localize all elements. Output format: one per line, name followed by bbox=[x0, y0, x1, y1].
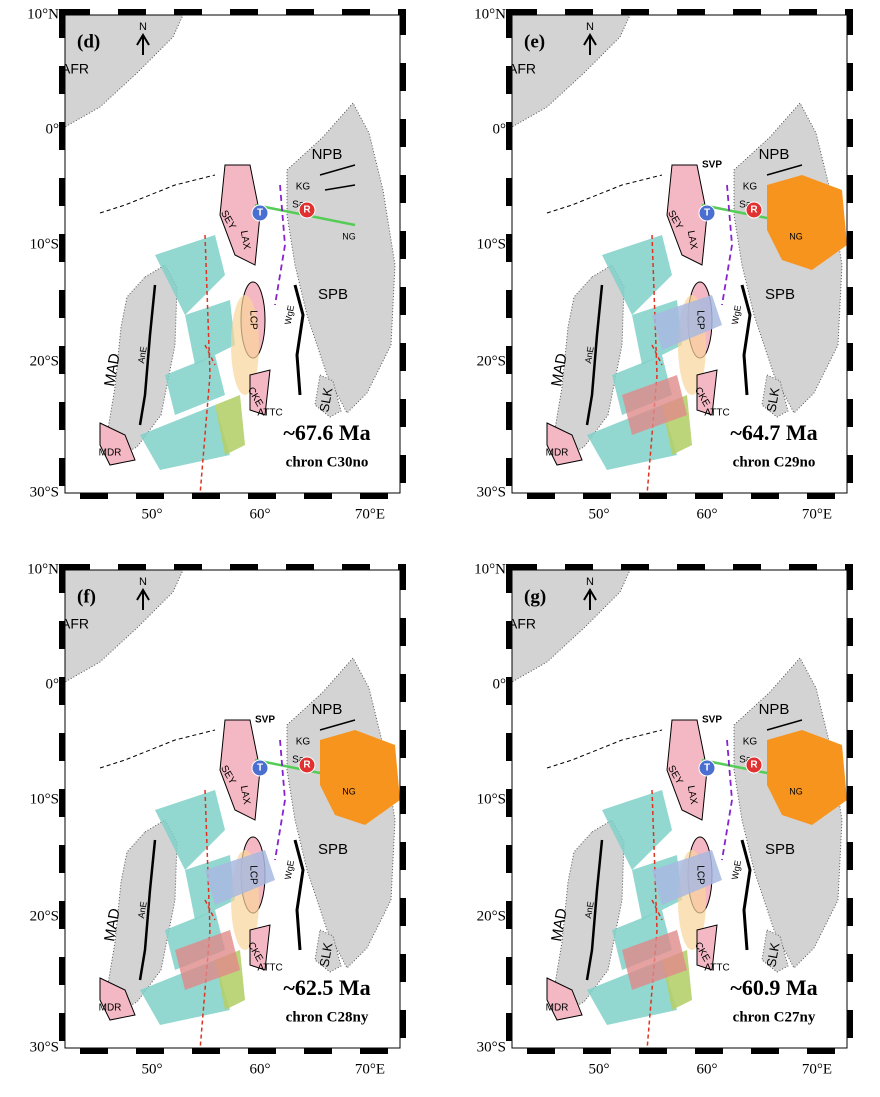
place-label: AFR bbox=[61, 616, 89, 632]
latitude-label: 20°S bbox=[30, 908, 59, 924]
panel-label: (e) bbox=[524, 31, 545, 52]
place-label: MDR bbox=[546, 448, 569, 459]
latitude-label: 20°S bbox=[30, 353, 59, 369]
place-label: MDR bbox=[546, 1003, 569, 1014]
place-label: T bbox=[704, 763, 710, 774]
place-label: AFR bbox=[61, 61, 89, 77]
place-label: T bbox=[257, 208, 263, 219]
place-label: KG bbox=[743, 182, 758, 193]
longitude-label: 70°E bbox=[802, 1061, 832, 1077]
place-label: R bbox=[750, 760, 758, 771]
place-label: T bbox=[704, 208, 710, 219]
place-label: KG bbox=[296, 182, 311, 193]
longitude-label: 50° bbox=[589, 506, 610, 522]
latitude-label: 30°S bbox=[30, 1039, 59, 1055]
age-label: ~64.7 Ma bbox=[730, 420, 817, 445]
latitude-label: 0° bbox=[493, 676, 507, 692]
latitude-label: 20°S bbox=[477, 908, 506, 924]
chron-label: chron C27ny bbox=[733, 1009, 816, 1025]
latitude-label: 10°S bbox=[30, 791, 59, 807]
place-label: NPB bbox=[312, 701, 343, 718]
north-label: N bbox=[139, 576, 147, 588]
north-label: N bbox=[139, 21, 147, 33]
place-label: T bbox=[257, 763, 263, 774]
place-label: SPB bbox=[318, 286, 348, 303]
latitude-label: 0° bbox=[46, 121, 60, 137]
longitude-label: 60° bbox=[250, 1061, 271, 1077]
longitude-label: 70°E bbox=[355, 1061, 385, 1077]
place-label: NG bbox=[789, 786, 803, 796]
place-label: ATTC bbox=[704, 408, 729, 419]
latitude-label: 10°S bbox=[477, 791, 506, 807]
longitude-label: 50° bbox=[589, 1061, 610, 1077]
age-label: ~62.5 Ma bbox=[283, 975, 370, 1000]
map-panel: 10°N 0° 10°S 20°S 30°S 50° 60° 70°E (d) N AFR NPB SP… bbox=[27, 6, 403, 522]
map-panel: 10°N 0° 10°S 20°S 30°S 50° 60° 70°E (f) N AFR NPB SP… bbox=[27, 561, 403, 1077]
place-label: AFR bbox=[508, 61, 536, 77]
place-label: R bbox=[303, 205, 311, 216]
place-label: NPB bbox=[312, 146, 343, 163]
place-label: MDR bbox=[99, 448, 122, 459]
map-panel: 10°N 0° 10°S 20°S 30°S 50° 60° 70°E (g) N AFR NPB SP… bbox=[474, 561, 850, 1077]
latitude-label: 10°S bbox=[30, 236, 59, 252]
place-label: MDR bbox=[99, 1003, 122, 1014]
latitude-label: 20°S bbox=[477, 353, 506, 369]
latitude-label: 10°N bbox=[474, 6, 506, 22]
place-label: NG bbox=[342, 231, 356, 241]
place-label: R bbox=[750, 205, 758, 216]
map-panel: 10°N 0° 10°S 20°S 30°S 50° 60° 70°E (e) N AFR NPB SP… bbox=[474, 6, 850, 522]
latitude-label: 30°S bbox=[477, 1039, 506, 1055]
latitude-label: 10°N bbox=[27, 6, 59, 22]
longitude-label: 60° bbox=[697, 506, 718, 522]
place-label: ATTC bbox=[257, 963, 282, 974]
place-label: SVP bbox=[255, 715, 275, 726]
longitude-label: 70°E bbox=[802, 506, 832, 522]
latitude-label: 30°S bbox=[477, 484, 506, 500]
place-label: ATTC bbox=[257, 408, 282, 419]
chron-label: chron C28ny bbox=[286, 1009, 369, 1025]
age-label: ~67.6 Ma bbox=[283, 420, 370, 445]
longitude-label: 60° bbox=[250, 506, 271, 522]
age-label: ~60.9 Ma bbox=[730, 975, 817, 1000]
place-label: KG bbox=[743, 737, 758, 748]
place-label: SPB bbox=[765, 841, 795, 858]
longitude-label: 50° bbox=[142, 1061, 163, 1077]
longitude-label: 70°E bbox=[355, 506, 385, 522]
place-label: SPB bbox=[318, 841, 348, 858]
longitude-label: 50° bbox=[142, 506, 163, 522]
latitude-label: 0° bbox=[46, 676, 60, 692]
place-label: KG bbox=[296, 737, 311, 748]
place-label: SVP bbox=[702, 715, 722, 726]
place-label: LCP bbox=[247, 865, 258, 885]
chron-label: chron C29no bbox=[733, 454, 816, 470]
place-label: LCP bbox=[694, 310, 705, 330]
chron-label: chron C30no bbox=[286, 454, 369, 470]
longitude-label: 60° bbox=[697, 1061, 718, 1077]
north-label: N bbox=[586, 576, 594, 588]
panel-label: (g) bbox=[524, 586, 546, 607]
place-label: NPB bbox=[759, 701, 790, 718]
latitude-label: 10°S bbox=[477, 236, 506, 252]
north-label: N bbox=[586, 21, 594, 33]
latitude-label: 30°S bbox=[30, 484, 59, 500]
figure: 10°N 0° 10°S 20°S 30°S 50° 60° 70°E (d) N AFR NPB SP… bbox=[0, 0, 880, 1092]
place-label: NG bbox=[789, 231, 803, 241]
place-label: AFR bbox=[508, 616, 536, 632]
place-label: NG bbox=[342, 786, 356, 796]
place-label: LCP bbox=[694, 865, 705, 885]
latitude-label: 10°N bbox=[27, 561, 59, 577]
panel-label: (d) bbox=[77, 31, 100, 52]
latitude-label: 0° bbox=[493, 121, 507, 137]
panel-label: (f) bbox=[77, 586, 96, 607]
place-label: NPB bbox=[759, 146, 790, 163]
place-label: SVP bbox=[702, 160, 722, 171]
place-label: ATTC bbox=[704, 963, 729, 974]
place-label: R bbox=[303, 760, 311, 771]
place-label: SPB bbox=[765, 286, 795, 303]
latitude-label: 10°N bbox=[474, 561, 506, 577]
place-label: LCP bbox=[247, 310, 258, 330]
